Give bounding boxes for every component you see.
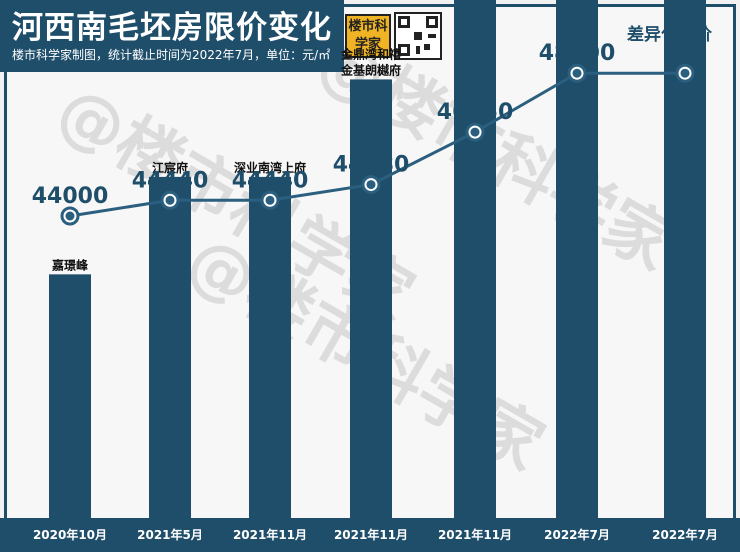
x-tick-label-5: 2021年11月 (438, 527, 512, 542)
bar-7 (664, 0, 706, 518)
value-label-1: 44000 (32, 184, 109, 209)
qr-code-icon (394, 12, 442, 60)
trend-point-inner-1 (65, 211, 75, 221)
x-tick-label-7: 2022年7月 (652, 527, 718, 542)
trend-point-inner-4 (366, 180, 376, 190)
value-label-6: 48000 (539, 41, 616, 66)
trend-point-inner-5 (470, 127, 480, 137)
brand-logo: 楼市科学家 (345, 14, 391, 58)
x-tick-label-1: 2020年10月 (33, 527, 107, 542)
bar-1 (49, 274, 91, 518)
trend-point-inner-2 (165, 195, 175, 205)
chart-subtitle: 楼市科学家制图，统计截止时间为2022年7月，单位：元/㎡ (12, 48, 331, 62)
bar-5 (454, 0, 496, 518)
x-tick-label-3: 2021年11月 (233, 527, 307, 542)
x-axis-bar (0, 518, 740, 552)
bar-2 (149, 176, 191, 518)
project-label-4-1: 金鼎湾和禧 (340, 46, 401, 61)
bar-3 (249, 176, 291, 518)
project-label-4-2: 金基朗樾府 (340, 62, 401, 77)
chart-header: 河西南毛坯房限价变化 楼市科学家制图，统计截止时间为2022年7月，单位：元/㎡ (0, 0, 344, 72)
bar-4 (350, 79, 392, 519)
trend-point-inner-6 (572, 68, 582, 78)
value-label-5: 46350 (437, 100, 514, 125)
x-tick-label-6: 2022年7月 (544, 527, 610, 542)
chart-title: 河西南毛坯房限价变化 (12, 10, 332, 46)
value-label-3: 44440 (232, 168, 309, 193)
trend-point-inner-7 (680, 68, 690, 78)
trend-point-inner-3 (265, 195, 275, 205)
x-tick-label-2: 2021年5月 (137, 527, 203, 542)
brand-logo-text: 楼市科学家 (348, 19, 388, 52)
value-label-2: 44440 (132, 168, 209, 193)
bar-6 (556, 0, 598, 518)
value-label-4: 44880 (333, 153, 410, 178)
project-label-3-1: 深业南湾上府 (234, 160, 306, 175)
project-label-2-1: 江宸府 (152, 160, 188, 175)
x-tick-label-4: 2021年11月 (334, 527, 408, 542)
project-label-1-1: 嘉璟峰 (51, 257, 89, 272)
